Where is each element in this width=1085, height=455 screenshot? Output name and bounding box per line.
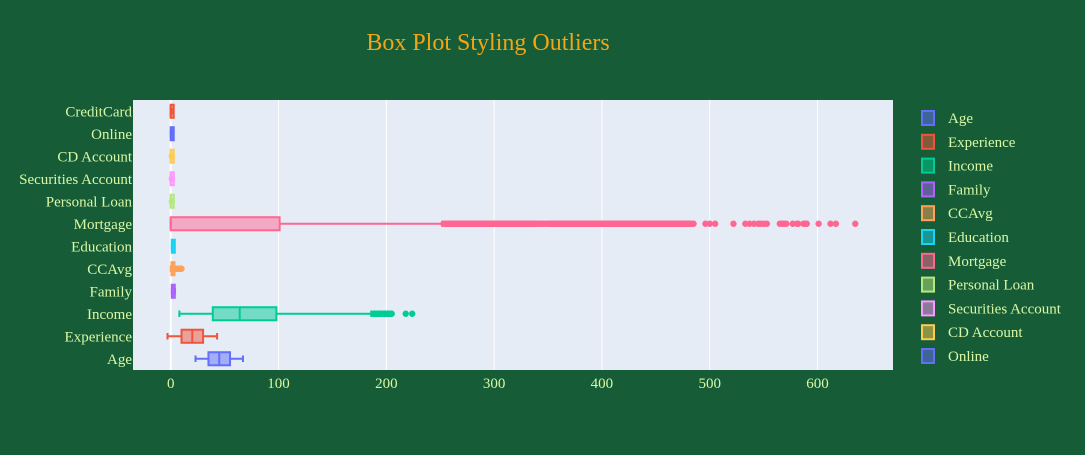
box-iqr <box>211 306 278 322</box>
legend-item-mortgage[interactable]: Mortgage <box>921 252 1007 270</box>
outlier-point <box>730 220 737 227</box>
y-tick-label: Family <box>89 284 132 300</box>
x-tick-label: 200 <box>375 376 398 392</box>
outlier-point <box>711 220 719 227</box>
y-tick-label: Education <box>71 239 132 255</box>
legend-item-age[interactable]: Age <box>921 110 973 127</box>
outlier-point <box>706 220 713 227</box>
legend-item-personal-loan[interactable]: Personal Loan <box>921 276 1035 294</box>
y-tick-label: CCAvg <box>87 262 132 278</box>
legend-label: Personal Loan <box>948 278 1035 294</box>
legend-label: Family <box>948 182 991 198</box>
legend-swatch <box>921 157 935 174</box>
outlier-point <box>815 220 822 227</box>
box-trace-online <box>169 126 175 142</box>
x-tick-label: 100 <box>267 376 290 392</box>
x-tick-label: 500 <box>698 376 721 392</box>
y-axis-labels: Age Experience Income Family CCAvg Education M… <box>19 104 133 368</box>
legend-item-income[interactable]: Income <box>921 157 993 175</box>
legend-item-online[interactable]: Online <box>921 348 989 365</box>
outlier-point <box>178 265 185 272</box>
box-trace-ccavg <box>169 261 185 277</box>
plot-area <box>133 100 893 370</box>
legend-swatch <box>921 181 935 198</box>
legend-label: Education <box>948 230 1009 246</box>
x-tick-label: 300 <box>483 376 506 392</box>
legend-label: Mortgage <box>948 254 1007 270</box>
legend-swatch <box>921 300 935 317</box>
box-trace-creditcard <box>169 103 175 119</box>
legend-item-securities-account[interactable]: Securities Account <box>921 300 1062 317</box>
chart-title: Box Plot Styling Outliers <box>366 30 609 56</box>
outlier-point <box>763 220 771 227</box>
outlier-point <box>803 220 810 227</box>
y-tick-label: Online <box>91 127 132 143</box>
legend-label: CD Account <box>948 325 1023 341</box>
y-tick-label: Income <box>87 307 132 323</box>
legend-label: Securities Account <box>948 301 1062 317</box>
legend-swatch <box>921 205 935 222</box>
y-tick-label: Age <box>107 352 132 368</box>
outlier-point <box>402 310 409 317</box>
x-tick-label: 600 <box>806 376 829 392</box>
gridlines <box>169 100 819 370</box>
legend-label: Experience <box>948 135 1016 151</box>
legend-swatch <box>921 276 935 293</box>
legend-swatch <box>921 252 935 269</box>
legend-item-cd-account[interactable]: CD Account <box>921 324 1023 341</box>
box-trace-family <box>170 283 177 299</box>
outlier-point <box>794 220 802 227</box>
outlier-point <box>168 153 176 160</box>
legend-swatch <box>921 229 935 245</box>
box-trace-income <box>178 306 416 322</box>
legend-label: Income <box>948 159 993 175</box>
box-trace-securities-account <box>168 171 176 187</box>
outlier-point <box>852 220 859 227</box>
legend-item-ccavg[interactable]: CCAvg <box>921 205 993 222</box>
x-tick-label: 0 <box>167 376 175 392</box>
y-tick-label: Experience <box>65 329 133 345</box>
legend-item-experience[interactable]: Experience <box>921 133 1016 151</box>
legend-item-family[interactable]: Family <box>921 181 991 198</box>
box-traces <box>166 103 859 367</box>
outlier-point <box>783 220 790 227</box>
y-tick-label: Mortgage <box>74 217 133 233</box>
y-tick-label: Securities Account <box>19 172 133 188</box>
x-axis-labels: 0 100 200 300 400 500 600 <box>167 376 829 392</box>
x-tick-label: 400 <box>591 376 614 392</box>
outlier-point <box>832 220 840 227</box>
outlier-point <box>388 310 395 317</box>
legend-item-education[interactable]: Education <box>921 229 1009 246</box>
legend-swatch <box>921 110 935 126</box>
y-tick-label: Personal Loan <box>46 194 133 210</box>
legend-label: Online <box>948 349 989 365</box>
outlier-point <box>690 220 697 227</box>
box-trace-experience <box>166 328 219 344</box>
legend-label: Age <box>948 111 973 127</box>
box-trace-cd-account <box>168 148 176 164</box>
outlier-point <box>168 198 176 205</box>
box-trace-personal-loan <box>168 193 176 209</box>
legend-swatch <box>921 133 935 150</box>
box-trace-education <box>170 238 176 254</box>
legend-swatch <box>921 324 935 341</box>
outlier-point <box>168 175 176 182</box>
outlier-point <box>827 220 834 227</box>
legend-label: CCAvg <box>948 206 993 222</box>
y-tick-label: CD Account <box>57 149 132 165</box>
legend-swatch <box>921 348 935 364</box>
legend[interactable]: Age Experience Income Family CCAvg Education M… <box>921 110 1062 365</box>
box-iqr <box>169 216 281 232</box>
y-tick-label: CreditCard <box>65 104 132 120</box>
box-trace-age <box>194 351 244 367</box>
box-trace-mortgage <box>169 216 859 232</box>
outlier-point <box>409 310 416 317</box>
